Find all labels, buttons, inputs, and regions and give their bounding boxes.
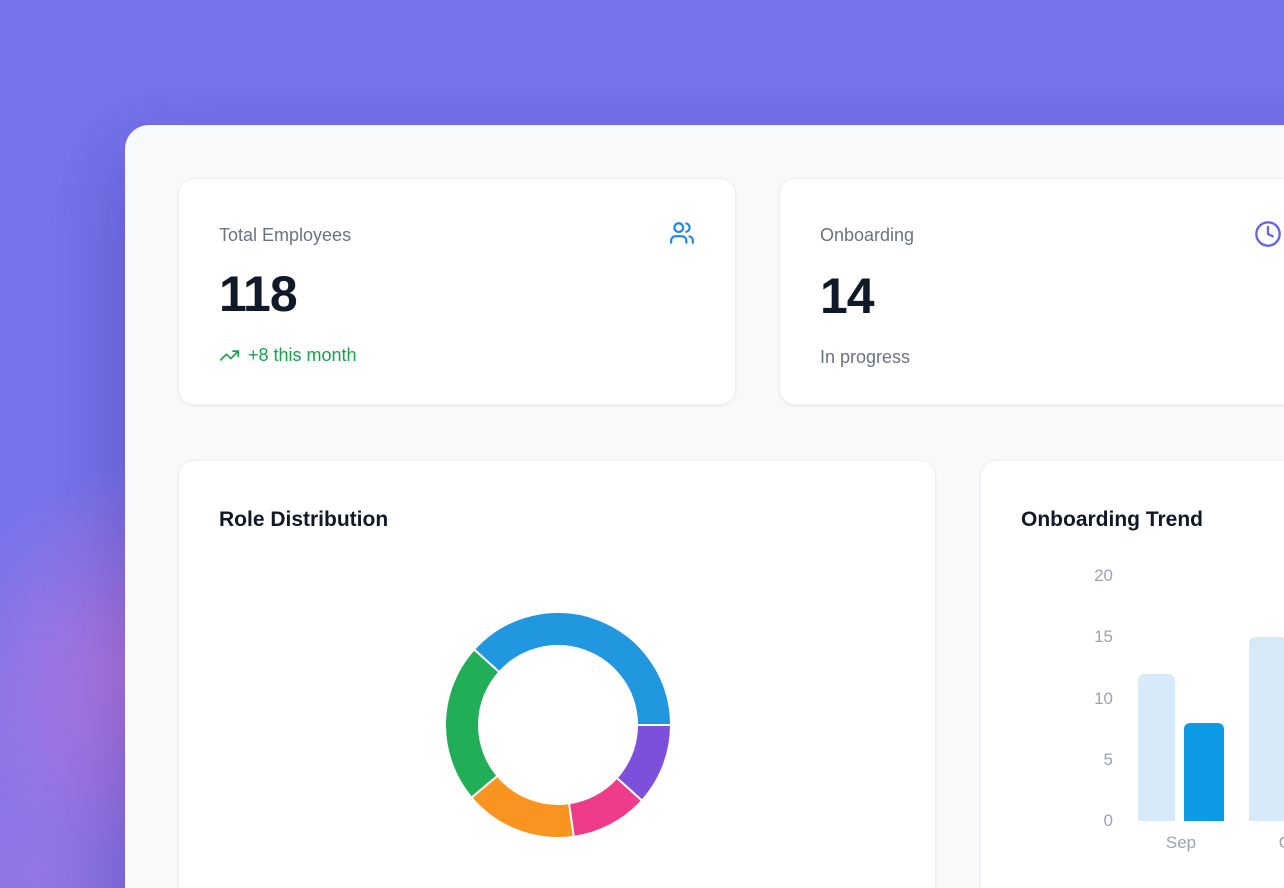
charts-row: Role Distribution Onboarding Trend 0 5 10 1… <box>178 460 1284 888</box>
trending-up-icon <box>219 345 240 366</box>
stat-value-total-employees: 118 <box>219 266 298 322</box>
clock-icon <box>1254 220 1282 253</box>
stat-card-header: Total Employees <box>219 220 695 251</box>
stat-label-total-employees: Total Employees <box>219 225 352 245</box>
stat-card-onboarding: Onboarding 14 In progress <box>779 178 1284 405</box>
bar-light-blue-bars-sep <box>1138 674 1175 821</box>
role-distribution-donut-chart <box>444 611 672 839</box>
stat-trend-row: +8 this month <box>219 343 695 367</box>
y-axis-tick-20: 20 <box>1094 566 1113 585</box>
role-distribution-card: Role Distribution <box>178 460 936 888</box>
y-axis-tick-0: 0 <box>1103 811 1113 830</box>
onboarding-trend-bar-chart: 0 5 10 15 20 Sep Oct <box>981 461 1284 888</box>
donut-segment-green <box>444 648 501 799</box>
x-axis-label-sep: Sep <box>1165 833 1197 852</box>
onboarding-trend-card: Onboarding Trend 0 5 10 15 20 Sep Oct <box>980 460 1284 888</box>
stat-label-onboarding: Onboarding <box>820 225 915 245</box>
donut-segment-blue <box>473 611 672 726</box>
users-icon <box>669 220 695 251</box>
stats-row: Total Employees 118 <box>178 178 1284 405</box>
y-axis-tick-10: 10 <box>1094 688 1113 708</box>
y-axis-tick-5: 5 <box>1103 749 1113 769</box>
x-axis-label-oct: Oct <box>1247 832 1284 854</box>
chart-title-role-distribution: Role Distribution <box>219 508 389 531</box>
stat-value-onboarding: 14 <box>820 268 875 324</box>
stat-card-header: Onboarding <box>820 220 1282 253</box>
stat-card-total-employees: Total Employees 118 <box>178 178 736 405</box>
y-axis-tick-15: 15 <box>1094 627 1113 647</box>
stat-sub-text: In progress <box>820 347 911 367</box>
bar-light-blue-bars-oct <box>1249 637 1284 821</box>
chart-title-onboarding-trend: Onboarding Trend <box>1021 508 1203 531</box>
dashboard-panel: Total Employees 118 <box>125 125 1284 888</box>
stat-trend-text: +8 this month <box>248 345 357 365</box>
bar-dark-blue-bars-sep <box>1184 723 1224 821</box>
